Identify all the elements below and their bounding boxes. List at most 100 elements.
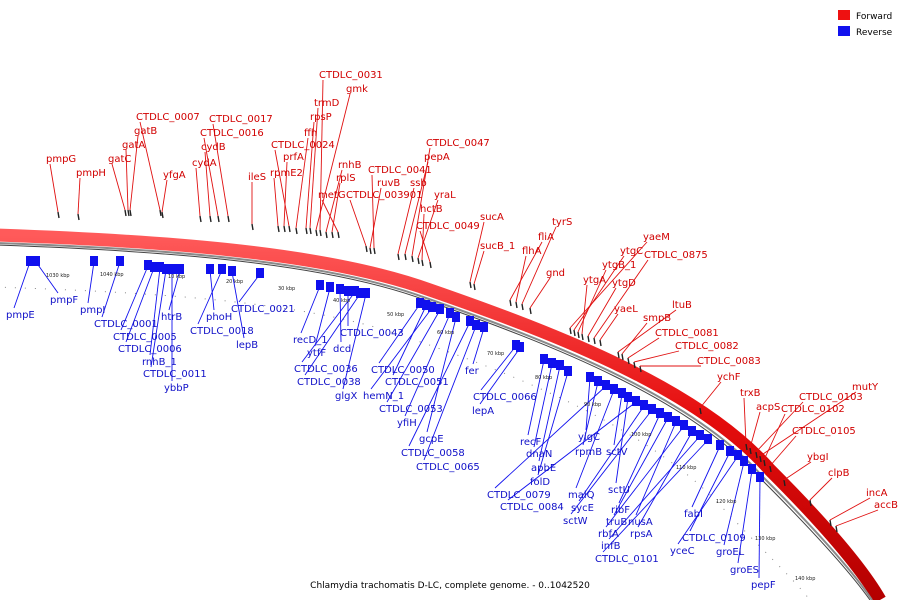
forward-tick-prfa [283,225,286,233]
forward-gene-label-ytga: ytgA [583,275,606,286]
reverse-gene-label-ctdlc-0005: CTDLC_0005 [113,332,177,343]
forward-tick-pmph [77,213,80,221]
reverse-gene-infb [696,430,704,440]
forward-leader-ssb [397,187,415,255]
reverse-leader-sctv [613,393,623,446]
reverse-gene-ctdlc-0021 [256,268,264,278]
reverse-gene-label-apbe: apbE [531,463,556,474]
forward-strand-arc [0,228,886,600]
forward-gene-label-gnd: gnd [546,268,565,279]
reverse-leader-yfih [404,313,451,417]
reverse-gene-phoh [206,264,214,274]
forward-leader-ctdlc-003901 [349,199,367,247]
forward-tick-ychf [699,407,702,415]
forward-gene-label-trxb: trxB [740,388,761,399]
forward-tick-gmk [315,229,318,237]
reverse-leader-hemn-1 [370,307,433,390]
reverse-leader-malq [575,389,615,489]
forward-gene-label-ctdlc-0875: CTDLC_0875 [644,250,708,261]
forward-leader-yaem [569,241,648,329]
reverse-gene-label-yfih: yfiH [397,418,417,429]
reverse-gene-ctdlc-0079 [602,380,610,390]
reverse-leader-ctdlc-0079 [494,385,607,489]
reverse-gene-label-rpmb: rpmB [575,447,602,458]
reverse-gene-pmpi [90,256,98,266]
reverse-leader-ctdlc-0001 [101,261,121,318]
reverse-gene-ctdlc-0084 [632,396,640,406]
forward-leader-ytgb-1 [577,269,607,333]
forward-gene-label-hctb: hctB [420,204,443,215]
backbone-circle-inner [0,244,871,600]
forward-leader-hctb [421,213,425,261]
forward-leader-suca [469,221,485,283]
reverse-gene-label-ctdlc-0001: CTDLC_0001 [94,319,158,330]
legend-forward-label: Forward [856,12,892,22]
forward-tick-ctdlc-0103 [755,451,758,459]
reverse-gene-label-lepb: lepB [236,340,258,351]
kbp-tick-labels: 1030 kbp 1040 kbp 10 kbp 20 kbp 30 kbp 40 kbp… [46,272,815,582]
forward-leader-sucb-1 [473,250,485,285]
forward-gene-label-gatb: gatB [134,126,157,137]
reverse-gene-label-phoh: phoH [206,312,232,323]
reverse-gene-ctdlc-0058 [466,316,474,326]
forward-tick-ctdlc-0031 [319,229,322,237]
reverse-gene-label-syce: sycE [571,503,594,514]
forward-leader-ctdlc-0031 [319,79,324,231]
forward-tick-gatb [129,209,132,217]
reverse-leader-ctdlc-0050 [378,303,421,364]
reverse-leader-pmpe [13,261,31,309]
reverse-leader-yigc [585,377,591,431]
forward-tick-ruvb [369,247,372,255]
forward-tick-pmpg [57,211,60,219]
forward-tick-cyda [199,215,202,223]
reverse-gene-labels: pmpEpmpFpmpICTDLC_0001CTDLC_0005CTDLC_00… [6,295,776,591]
kbp-label-140-kbp: 140 kbp [795,576,815,582]
forward-leader-ctdlc-0105 [769,435,797,467]
forward-gene-label-prfa: prfA [283,152,304,163]
forward-tick-ssb [397,253,400,261]
forward-tick-yael [599,339,602,347]
reverse-gene-dcd [336,284,344,294]
forward-leader-flha [515,255,527,303]
reverse-gene-label-nusa: nusA [628,517,653,528]
reverse-gene-label-ctdlc-0021: CTDLC_0021 [231,304,295,315]
legend-reverse-swatch [838,26,850,36]
forward-gene-label-flia: fliA [538,232,554,243]
forward-tick-ctdlc-0049 [429,261,432,269]
forward-leader-muty [759,391,857,457]
reverse-leader-recd-1 [300,285,321,334]
forward-gene-label-smpb: smpB [643,313,671,324]
forward-leader-yfga [161,179,168,213]
legend-forward-swatch [838,10,850,20]
forward-tick-ctdlc-0875 [593,337,596,345]
reverse-leader-sctu [615,397,629,484]
forward-leader-yral [417,199,439,259]
forward-tick-flha [515,301,518,309]
forward-leader-cydb [204,151,211,217]
reverse-gene-label-ctdlc-0018: CTDLC_0018 [190,326,254,337]
reverse-leader-pmpi [87,261,95,304]
reverse-gene-yigc [586,372,594,382]
forward-tick-ctdlc-0017 [227,215,230,223]
forward-leader-acps [749,411,761,449]
reverse-gene-label-gcpe: gcpE [419,434,444,445]
forward-gene-label-ffh: ffh [304,128,317,139]
forward-gene-label-ssb: ssb [410,178,427,189]
forward-gene-label-flha: flhA [522,246,542,257]
forward-gene-label-ybgi: ybgI [807,452,829,463]
forward-gene-label-yael: yaeL [614,304,638,315]
reverse-leader-ctdlc-0021 [238,273,261,303]
forward-leader-flia [509,241,543,301]
reverse-gene-label-ycec: yceC [670,546,695,557]
forward-leader-inca [829,497,871,521]
reverse-leader-pepf [758,477,761,579]
forward-leader-ltub [617,309,677,353]
forward-leader-ychf [699,381,722,409]
forward-tick-trmd [309,227,312,235]
reverse-gene-label-ctdlc-0058: CTDLC_0058 [401,448,465,459]
reverse-gene-label-pmpe: pmpE [6,310,35,321]
reverse-leader-nusa [635,421,677,516]
reverse-gene-label-ctdlc-0053: CTDLC_0053 [379,404,443,415]
forward-tick-iles [251,223,254,231]
